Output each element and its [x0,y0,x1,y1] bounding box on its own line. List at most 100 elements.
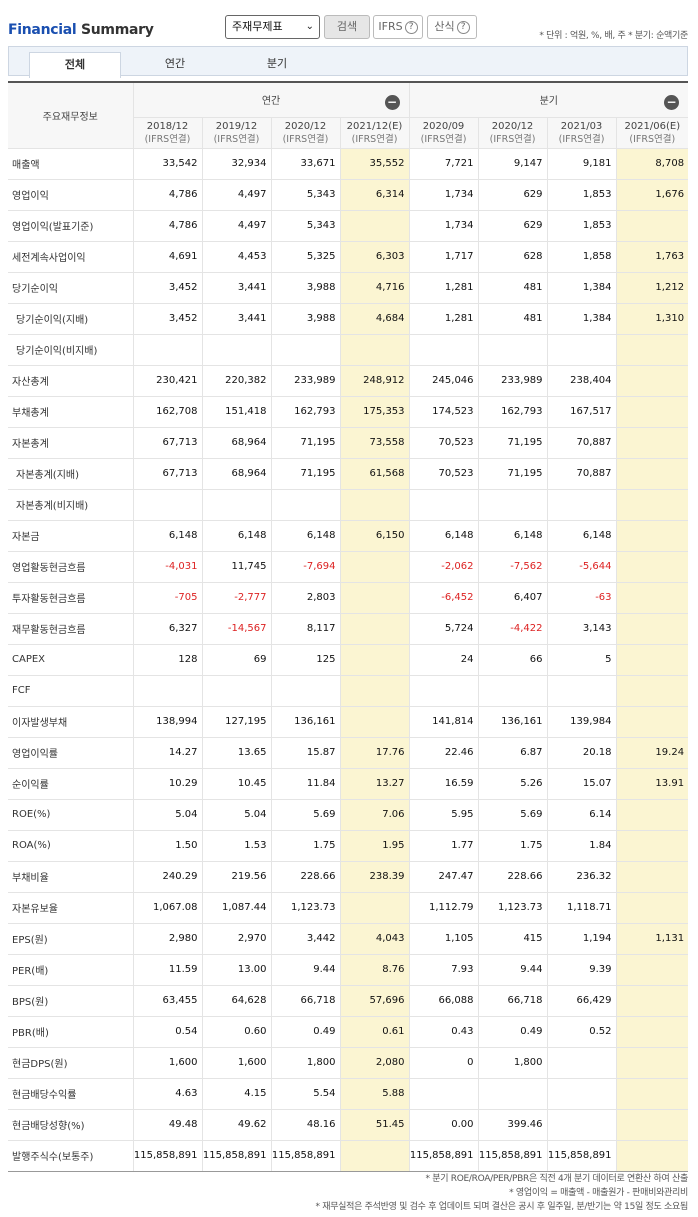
row-label: 자본총계(비지배) [8,489,133,521]
row-label[interactable]: 영업이익 [8,179,133,211]
row-label[interactable]: PER(배) [8,954,133,986]
table-cell: 22.46 [408,737,479,769]
table-cell: 9.44 [477,954,548,986]
table-row: 이자발생부채 138,994 127,195 136,161 141,814 136,16… [8,706,689,738]
annual-group-header: 연간 − [132,81,410,118]
table-cell [339,613,410,645]
table-cell: 1,717 [408,241,479,273]
table-cell: -6,452 [408,582,479,614]
formula-help-button[interactable]: 산식? [427,15,477,39]
column-period: 2019/12 [215,120,258,132]
table-cell: 3,441 [201,272,271,304]
table-cell [546,489,617,521]
footnotes: * 분기 ROE/ROA/PER/PBR은 직전 4개 분기 데이터로 연환산 … [315,1172,688,1214]
column-period: 2020/12 [284,120,327,132]
table-cell: 1,734 [408,179,479,211]
statement-type-select[interactable]: 주재무제표 ⌄ [225,15,320,39]
table-cell [477,334,548,366]
row-label[interactable]: FCF [8,675,133,707]
row-label[interactable]: 자본유보율 [8,892,133,924]
table-cell: 7,721 [408,148,479,180]
table-cell: 0.49 [477,1016,548,1048]
row-label[interactable]: 당기순이익 [8,272,133,304]
table-cell [339,210,410,242]
table-cell [546,334,617,366]
table-cell [339,675,410,707]
table-cell: 13.91 [615,768,689,800]
table-cell: 6,148 [408,520,479,552]
row-label[interactable]: 자본금 [8,520,133,552]
row-label[interactable]: 투자활동현금흐름 [8,582,133,614]
table-cell: 5.69 [477,799,548,831]
table-cell: 1,281 [408,272,479,304]
ifrs-help-button[interactable]: IFRS? [373,15,423,39]
row-label[interactable]: PBR(배) [8,1016,133,1048]
tab-annual[interactable]: 연간 [164,57,186,70]
collapse-annual-icon[interactable]: − [384,95,400,110]
table-cell: 9,181 [546,148,617,180]
table-cell: -7,562 [477,551,548,583]
row-label[interactable]: 영업이익(발표기준) [8,210,133,242]
column-basis: (IFRS연결) [489,133,536,145]
table-cell: 5.69 [270,799,340,831]
table-row: CAPEX 128 69 125 24 66 5 [8,644,689,676]
row-label[interactable]: 자본총계 [8,427,133,459]
table-cell: 68,964 [201,427,271,459]
table-cell: 162,793 [270,396,340,428]
row-label[interactable]: 이자발생부채 [8,706,133,738]
table-cell: 5,325 [270,241,340,273]
table-cell: 228.66 [477,861,548,893]
row-label[interactable]: 순이익률 [8,768,133,800]
row-label[interactable]: BPS(원) [8,985,133,1017]
table-cell: 1,123.73 [270,892,340,924]
table-cell: 1,194 [546,923,617,955]
table-row: 자본총계(지배) 67,713 68,964 71,195 61,568 70,523 71… [8,458,689,490]
table-cell [615,861,689,893]
tab-all[interactable]: 전체 [29,52,121,78]
column-period: 2018/12 [146,120,189,132]
table-cell: 238.39 [339,861,410,893]
row-label[interactable]: ROA(%) [8,830,133,862]
table-cell: 2,980 [132,923,202,955]
collapse-quarter-icon[interactable]: − [664,95,680,110]
row-label[interactable]: 부채총계 [8,396,133,428]
table-cell [339,1140,410,1172]
row-label[interactable]: EPS(원) [8,923,133,955]
table-cell: 6,148 [201,520,271,552]
row-label[interactable]: 매출액 [8,148,133,180]
table-cell [615,799,689,831]
row-label[interactable]: 부채비율 [8,861,133,893]
search-button[interactable]: 검색 [324,15,370,39]
row-label[interactable]: 발행주식수(보통주) [8,1140,133,1172]
column-header: 2018/12 (IFRS연결) [132,117,202,149]
row-label[interactable]: 재무활동현금흐름 [8,613,133,645]
row-label[interactable]: CAPEX [8,644,133,676]
title-rest-part: Summary [76,22,154,38]
table-cell: -4,031 [132,551,202,583]
footnote: * 영업이익 = 매출액 - 매출원가 - 판매비와관리비 [509,1188,688,1198]
table-cell: 33,671 [270,148,340,180]
table-cell: 1,131 [615,923,689,955]
row-label[interactable]: 현금배당수익률 [8,1078,133,1110]
row-label[interactable]: 현금배당성향(%) [8,1109,133,1141]
table-cell: 7.93 [408,954,479,986]
table-cell: 162,708 [132,396,202,428]
table-cell: 0.61 [339,1016,410,1048]
tab-quarter[interactable]: 분기 [266,57,288,70]
row-label[interactable]: 세전계속사업이익 [8,241,133,273]
table-row: 당기순이익 3,452 3,441 3,988 4,716 1,281 481 1,384 1,… [8,272,689,304]
row-label[interactable]: ROE(%) [8,799,133,831]
column-header: 2021/03 (IFRS연결) [546,117,617,149]
table-cell: 6,327 [132,613,202,645]
table-cell: 10.45 [201,768,271,800]
table-cell: 115,858,891 [201,1140,271,1172]
table-cell: 6,407 [477,582,548,614]
row-label[interactable]: 영업활동현금흐름 [8,551,133,583]
table-cell: 17.76 [339,737,410,769]
table-cell: 248,912 [339,365,410,397]
table-row: 현금배당성향(%) 49.48 49.62 48.16 51.45 0.00 399.46 [8,1109,689,1141]
row-label[interactable]: 자산총계 [8,365,133,397]
row-label[interactable]: 현금DPS(원) [8,1047,133,1079]
table-cell: 16.59 [408,768,479,800]
row-label[interactable]: 영업이익률 [8,737,133,769]
